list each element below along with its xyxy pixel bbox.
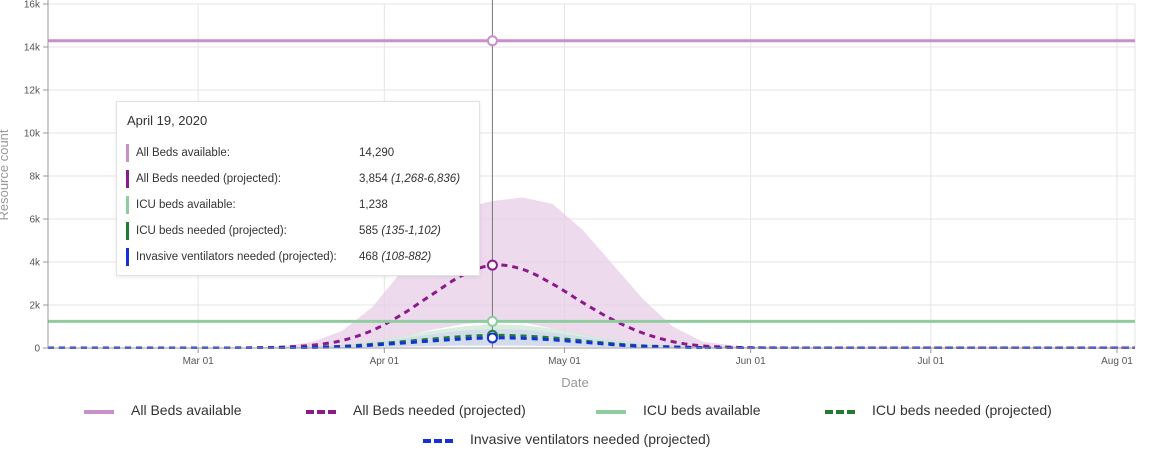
tooltip-swatch — [126, 144, 129, 162]
crosshair-marker — [486, 332, 498, 344]
y-tick-label: 2k — [29, 301, 41, 312]
legend-label: ICU beds needed (projected) — [872, 402, 1052, 418]
x-tick-label: Aug 01 — [1101, 356, 1133, 367]
tooltip-swatch — [126, 170, 129, 188]
x-axis-title: Date — [561, 375, 588, 390]
x-tick-label: Jul 01 — [917, 356, 944, 367]
y-tick-label: 14k — [24, 43, 41, 54]
legend-swatch — [306, 410, 336, 414]
tooltip-row: All Beds available: 14,290 — [126, 142, 476, 162]
legend-label: All Beds needed (projected) — [353, 402, 526, 418]
legend-swatch — [825, 410, 855, 414]
tooltip-value: 14,290 — [359, 147, 395, 159]
x-tick-label: May 01 — [548, 356, 581, 367]
y-axis-title: Resource count — [0, 129, 11, 220]
y-tick-label: 12k — [24, 86, 41, 97]
tooltip-label: All Beds available: — [136, 147, 230, 159]
tooltip-swatch — [126, 196, 129, 214]
crosshair-marker — [486, 259, 498, 271]
tooltip-row: ICU beds needed (projected): 585 (135-1,… — [126, 220, 476, 240]
tooltip-value: 585 (135-1,102) — [359, 225, 441, 237]
confidence-band — [48, 197, 1135, 348]
tooltip-row: ICU beds available: 1,238 — [126, 194, 476, 214]
y-tick-label: 8k — [29, 172, 41, 183]
y-tick-label: 4k — [29, 258, 41, 269]
tooltip-row: Invasive ventilators needed (projected):… — [126, 246, 476, 266]
confidence-band — [48, 324, 1135, 348]
tooltip-label: ICU beds available: — [136, 199, 236, 211]
tooltip-label: Invasive ventilators needed (projected): — [136, 251, 337, 263]
crosshair-marker — [486, 315, 498, 327]
tooltip-value: 468 (108-882) — [359, 251, 432, 263]
axes: 0 2k 4k 6k 8k 10k 12k 14k 16k Mar 01 Apr 01 May 01 J… — [24, 0, 1135, 367]
legend-swatch — [423, 439, 453, 443]
legend-label: All Beds available — [131, 402, 242, 418]
legend-swatch — [84, 410, 114, 414]
tooltip-swatch — [126, 248, 129, 266]
tooltip: April 19, 2020 All Beds available: 14,29… — [116, 101, 480, 276]
tooltip-value: 3,854 (1,268-6,836) — [359, 173, 461, 185]
legend-label: ICU beds available — [643, 402, 761, 418]
series-line — [48, 333, 1135, 349]
confidence-band — [48, 329, 1135, 348]
tooltip-label: All Beds needed (projected): — [136, 173, 282, 185]
tooltip-swatch — [126, 222, 129, 240]
x-tick-label: Mar 01 — [183, 356, 215, 367]
x-tick-label: Jun 01 — [736, 356, 766, 367]
y-tick-label: 6k — [29, 215, 41, 226]
y-tick-label: 10k — [24, 129, 41, 140]
tooltip-label: ICU beds needed (projected): — [136, 225, 287, 237]
legend-label: Invasive ventilators needed (projected) — [470, 431, 711, 447]
x-tick-label: Apr 01 — [370, 356, 400, 367]
y-tick-label: 16k — [24, 0, 41, 11]
legend-swatch — [596, 410, 626, 414]
y-tick-label: 0 — [34, 344, 40, 355]
crosshair-marker — [486, 35, 498, 47]
tooltip-row: All Beds needed (projected): 3,854 (1,26… — [126, 168, 476, 188]
tooltip-date: April 19, 2020 — [127, 113, 208, 128]
tooltip-value: 1,238 — [359, 199, 388, 211]
